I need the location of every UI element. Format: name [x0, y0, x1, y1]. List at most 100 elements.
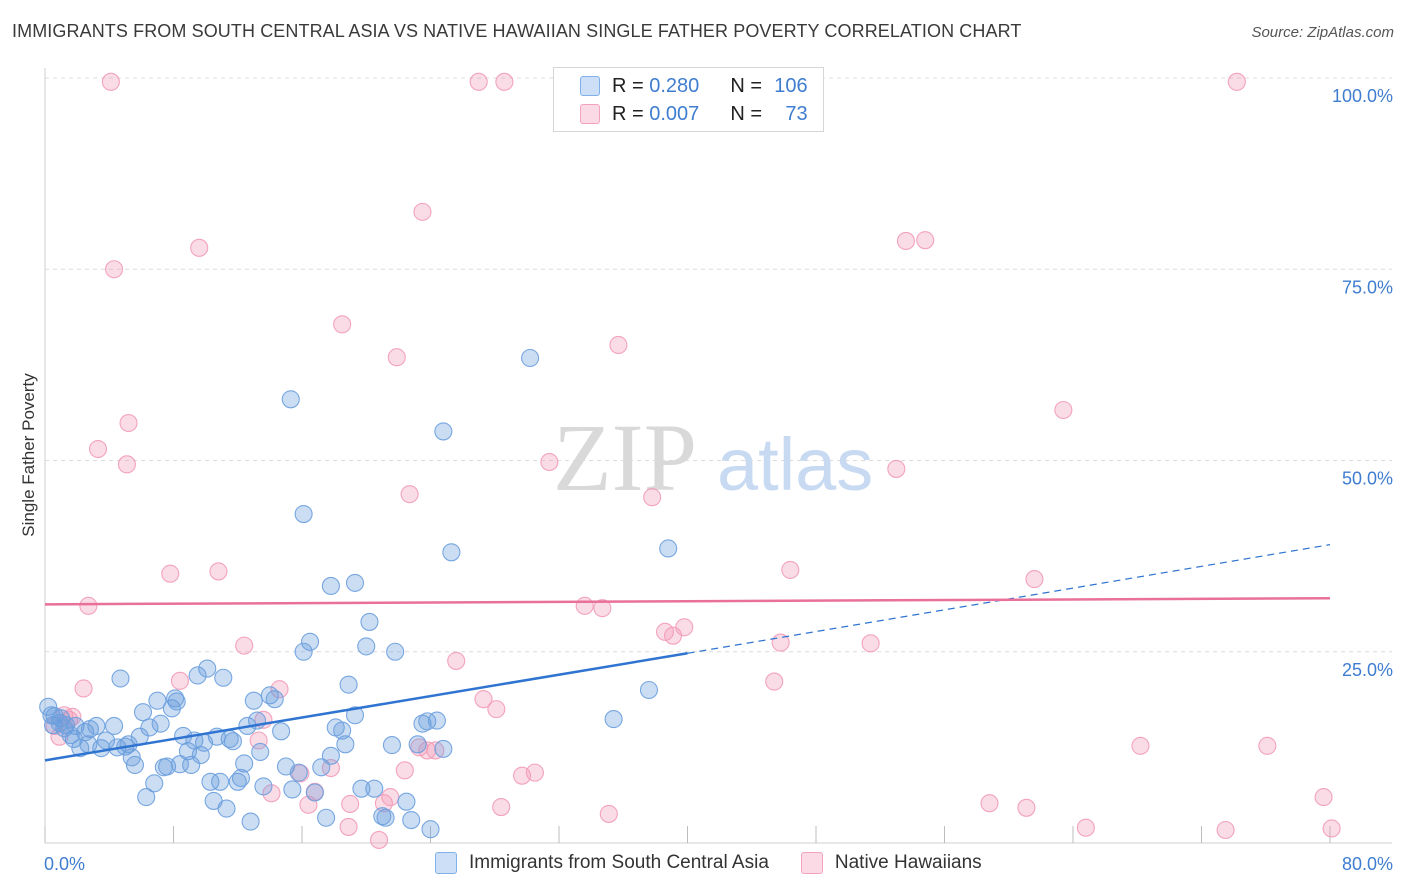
south-central-asia-point — [125, 755, 144, 775]
native-hawaiians-point — [395, 761, 414, 780]
watermark-atlas: atlas — [717, 423, 873, 506]
source-label: Source: ZipAtlas.com — [1251, 24, 1394, 41]
native-hawaiians-point — [575, 596, 594, 615]
south-central-asia-point — [357, 637, 376, 656]
south-central-asia-point — [105, 716, 124, 736]
legend: R = 0.280 N = 106 R = 0.007 N = 73 — [553, 67, 824, 132]
axes — [44, 68, 1392, 844]
native-hawaiians-point — [916, 231, 935, 250]
series-name-blue: Immigrants from South Central Asia — [469, 852, 769, 873]
watermark-zip: ZIP — [553, 404, 697, 511]
tick-labels: 25.0% 50.0% 75.0% 100.0% 0.0% 80.0% — [44, 86, 1393, 874]
south-central-asia-point — [235, 754, 254, 773]
x-tick-label-min: 0.0% — [44, 854, 85, 874]
south-central-asia-point — [244, 691, 263, 710]
native-hawaiians-point — [1322, 819, 1341, 838]
native-hawaiians-point — [370, 830, 389, 849]
south-central-asia-point — [365, 779, 384, 798]
legend-swatch-blue — [580, 76, 600, 96]
south-central-asia-point — [265, 690, 284, 709]
native-hawaiians-point — [249, 731, 268, 750]
series-legend: Immigrants from South Central Asia Nativ… — [435, 852, 1014, 874]
native-hawaiians-point — [609, 335, 628, 355]
legend-n-label: N = — [730, 102, 763, 125]
south-central-asia-point — [305, 783, 324, 802]
south-central-asia-point — [434, 422, 453, 441]
native-hawaiians-point — [492, 797, 511, 817]
native-hawaiians-point — [1131, 736, 1150, 755]
south-central-asia-point — [442, 543, 461, 562]
native-hawaiians-point — [1216, 820, 1235, 840]
native-hawaiians-point — [190, 238, 209, 257]
native-hawaiians-point — [339, 817, 358, 836]
native-hawaiians-point — [1227, 72, 1246, 91]
native-hawaiians-point — [387, 348, 406, 367]
native-hawaiians-point — [321, 758, 340, 778]
x-tick-label-max: 80.0% — [1342, 854, 1393, 874]
south-central-asia-point — [133, 703, 153, 722]
south-central-asia-point — [188, 666, 207, 685]
native-hawaiians-point — [487, 700, 506, 719]
south-central-asia-point — [281, 390, 300, 409]
south-central-asia-point — [345, 573, 365, 592]
native-hawaiians-point — [170, 671, 189, 690]
native-hawaiians-point — [410, 738, 429, 757]
native-hawaiians-point — [74, 679, 93, 698]
south-central-asia-point — [413, 714, 432, 733]
south-central-asia-point — [521, 348, 540, 368]
native-hawaiians-point — [88, 439, 108, 459]
south-central-asia-point — [360, 612, 379, 631]
south-central-asia-point — [336, 735, 355, 754]
native-hawaiians-point — [495, 72, 514, 91]
native-hawaiians-point — [333, 315, 352, 334]
south-central-asia-point — [241, 812, 260, 831]
south-central-asia-point — [254, 777, 273, 796]
native-hawaiians-point — [117, 455, 136, 474]
native-hawaiians-point — [413, 202, 432, 221]
y-tick-label: 100.0% — [1332, 86, 1393, 106]
south-central-asia-point — [376, 808, 395, 827]
south-central-asia-point — [140, 718, 159, 737]
south-central-asia-point — [223, 732, 242, 751]
native-hawaiians-point — [643, 488, 662, 507]
series-swatch-pink — [800, 852, 823, 874]
trend-line-pink — [44, 596, 1331, 606]
native-hawaiians-point — [599, 804, 618, 823]
south-central-asia-point — [397, 792, 416, 811]
legend-n-value-blue: 106 — [774, 74, 808, 97]
legend-r-label: R = — [612, 74, 644, 97]
south-central-asia-point — [300, 632, 320, 651]
legend-r-value-blue: 0.280 — [649, 74, 700, 97]
series-legend-item-blue: Immigrants from South Central Asia — [435, 852, 769, 874]
south-central-asia-point — [408, 735, 427, 754]
south-central-asia-point — [434, 739, 453, 758]
legend-n-label: N = — [730, 74, 763, 97]
legend-row-pink: R = 0.007 N = 73 — [580, 100, 808, 128]
south-central-asia-point — [56, 716, 75, 735]
series-name-pink: Native Hawaiians — [834, 852, 982, 873]
south-central-asia-point — [339, 675, 358, 694]
native-hawaiians-point — [1076, 818, 1095, 837]
native-hawaiians-point — [765, 672, 784, 691]
y-tick-label: 50.0% — [1342, 469, 1393, 489]
native-hawaiians-point — [896, 231, 916, 250]
south-central-asia-point — [659, 539, 678, 558]
y-axis-title: Single Father Poverty — [19, 373, 38, 537]
native-hawaiians-point — [79, 596, 98, 615]
native-hawaiians-point — [341, 794, 360, 814]
south-central-asia-point — [321, 576, 340, 596]
native-hawaiians-point — [209, 562, 228, 581]
south-central-asia-point — [66, 716, 85, 736]
south-central-asia-point — [604, 710, 623, 729]
south-central-asia-point — [294, 504, 313, 524]
south-central-asia-point — [198, 659, 217, 678]
native-hawaiians-point — [980, 794, 999, 813]
y-tick-label: 25.0% — [1342, 660, 1393, 680]
native-hawaiians-point — [469, 72, 488, 91]
native-hawaiians-point — [593, 599, 612, 618]
south-central-asia-point — [167, 692, 186, 711]
south-central-asia-point — [111, 669, 130, 688]
native-hawaiians-point — [101, 72, 120, 91]
native-hawaiians-point — [675, 618, 694, 637]
